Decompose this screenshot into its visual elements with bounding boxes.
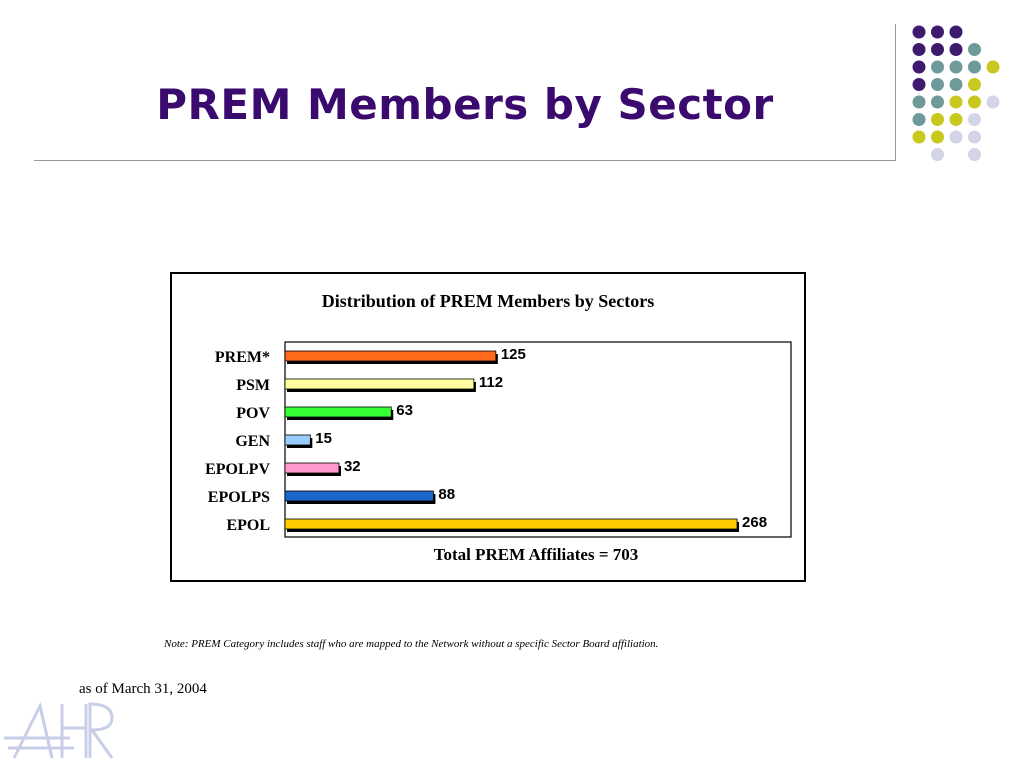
bar-pov [284,406,392,418]
bar-epolps [284,490,434,502]
decorative-dot [931,60,944,74]
decorative-dot [931,130,944,144]
as-of-date: as of March 31, 2004 [79,681,207,697]
decorative-dot [986,60,1000,74]
decorative-dot [968,78,981,91]
category-label: POV [236,405,270,422]
decorative-dot [949,130,963,144]
plot-area [284,341,792,538]
category-label: PREM* [215,349,270,366]
decorative-dot [931,113,944,126]
decorative-dot-grid [912,25,1000,161]
decorative-dot [949,78,963,91]
title-divider-horizontal [34,160,896,161]
decorative-dot [949,113,963,126]
decorative-dot [912,43,926,56]
decorative-dot [931,95,944,109]
category-label: GEN [235,433,270,450]
decorative-dot [912,78,926,91]
chart-frame: Distribution of PREM Members by Sectors … [170,272,806,582]
decorative-dot [912,60,926,74]
decorative-dot [949,60,963,74]
category-label: EPOLPV [205,461,270,478]
data-label: 112 [479,374,503,391]
slide-title: PREM Members by Sector [156,80,774,129]
decorative-dot [912,25,926,39]
decorative-dot [949,43,963,56]
decorative-dot [968,130,981,144]
footnote: Note: PREM Category includes staff who a… [164,638,659,650]
data-label: 125 [501,346,526,363]
decorative-dot [931,25,944,39]
bar-epol [284,518,738,530]
bar-chart: Distribution of PREM Members by Sectors … [205,291,792,564]
x-axis-label: Total PREM Affiliates = 703 [434,545,639,564]
data-label: 88 [438,486,455,503]
category-label: EPOL [226,517,270,534]
bar-psm [284,378,475,390]
chart-title: Distribution of PREM Members by Sectors [322,291,654,311]
decorative-dot [949,25,963,39]
decorative-dot [912,95,926,109]
decorative-dot [931,43,944,56]
hr-logo-watermark [4,701,114,759]
decorative-dot [968,43,981,56]
decorative-dot [968,113,981,126]
category-label: PSM [236,377,270,394]
data-label: 32 [344,458,361,475]
bar-gen [284,434,311,446]
category-label: EPOLPS [208,489,270,506]
data-label: 268 [742,514,767,531]
decorative-dot [968,60,981,74]
decorative-dot [949,95,963,109]
decorative-dot [931,148,944,161]
data-label: 15 [315,430,332,447]
decorative-dot [912,130,926,144]
decorative-dot [986,95,1000,109]
title-divider-vertical [895,24,896,161]
decorative-dot [931,78,944,91]
bar-prem [284,350,497,362]
decorative-dot [912,113,926,126]
decorative-dot [968,148,981,161]
bar-epolpv [284,462,340,474]
data-label: 63 [396,402,413,419]
decorative-dot [968,95,981,109]
